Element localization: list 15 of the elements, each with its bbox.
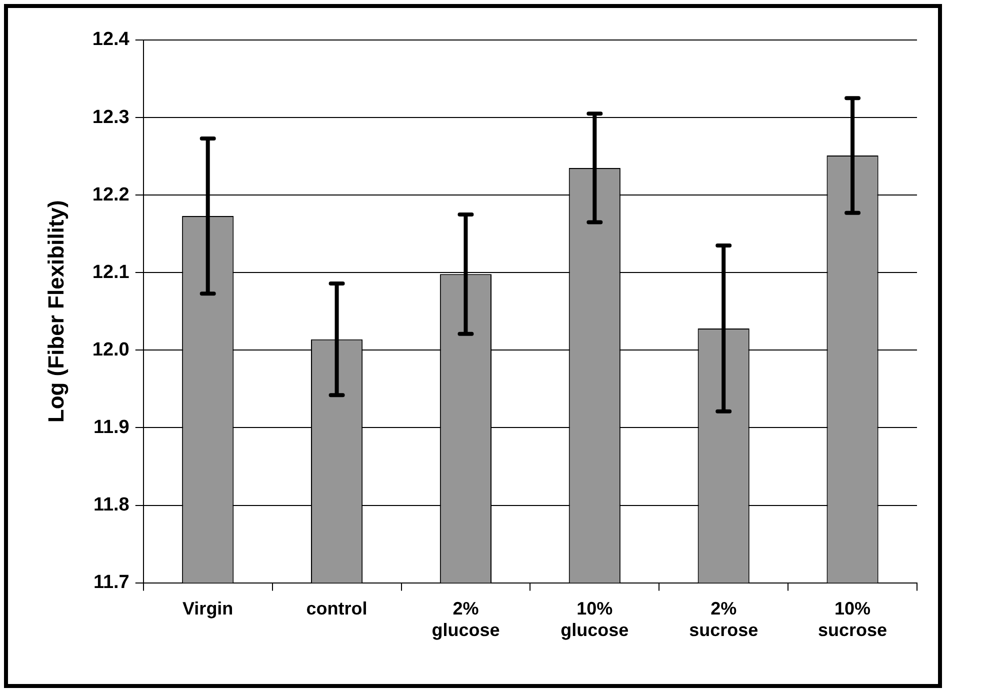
y-tick-label: 12.4	[92, 29, 130, 50]
x-tick-label: 2% glucose	[432, 598, 500, 640]
y-axis-title: Log (Fiber Flexibility)	[43, 200, 68, 423]
y-tick-label: 11.7	[93, 572, 130, 594]
y-tick-label: 12.2	[92, 184, 130, 206]
y-tick-label: 12.0	[92, 339, 130, 360]
x-tick-label: 10% sucrose	[818, 598, 888, 640]
y-tick-label: 11.8	[93, 494, 130, 516]
y-tick-label: 12.3	[92, 106, 130, 128]
y-tick-label: 11.9	[93, 416, 130, 438]
x-tick-label: control	[306, 598, 368, 619]
x-tick-label: 2% sucrose	[689, 598, 758, 640]
x-tick-label: Virgin	[182, 598, 234, 619]
x-tick-label: 10% glucose	[560, 598, 629, 640]
y-tick-label: 12.1	[92, 262, 130, 283]
